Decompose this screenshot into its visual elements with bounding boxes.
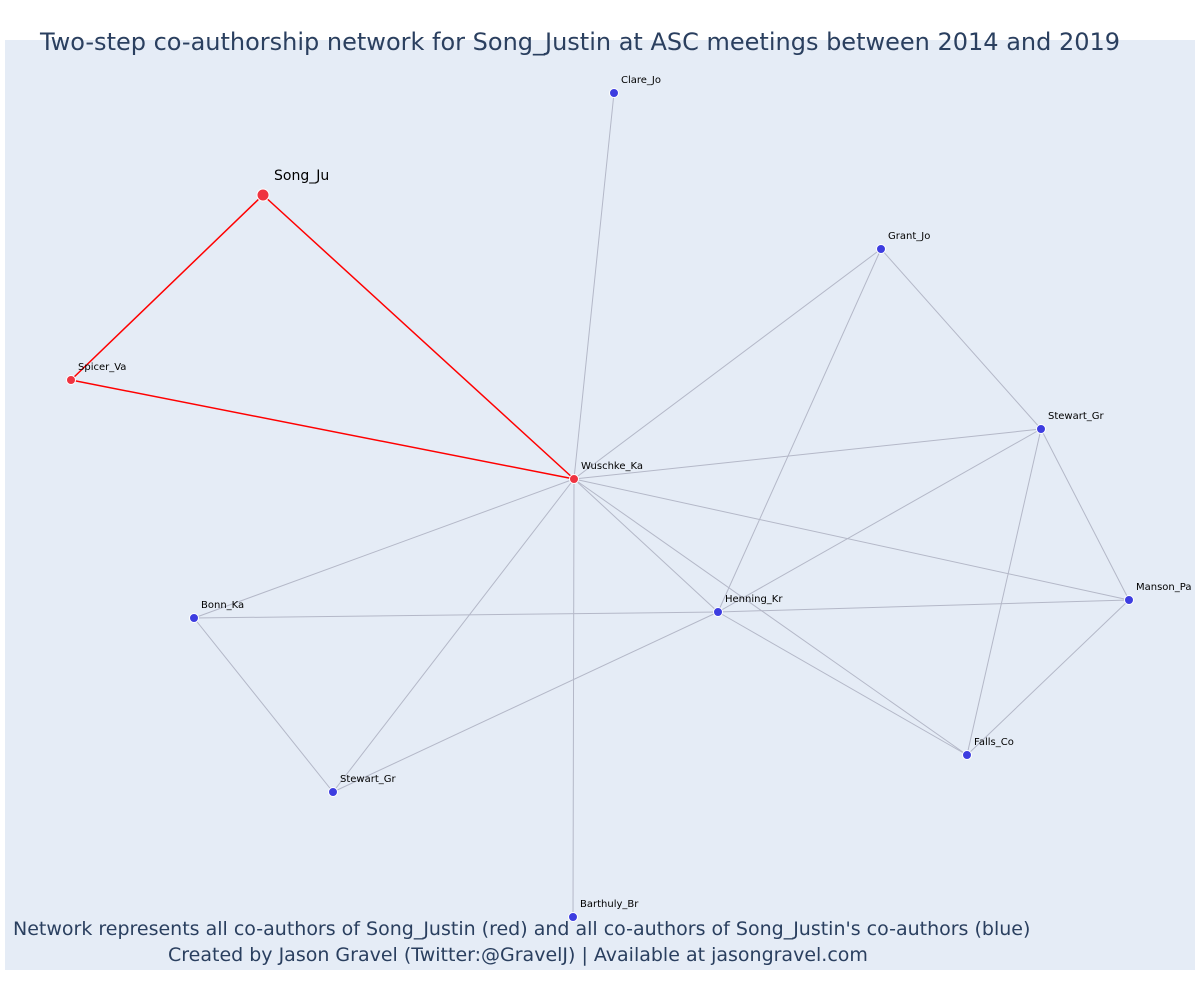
node-label-henning: Henning_Kr — [725, 594, 783, 605]
edge-wuschke-stewart2 — [332, 478, 575, 793]
node-label-wuschke: Wuschke_Ka — [581, 461, 643, 472]
edge-wuschke-manson — [573, 478, 1130, 601]
edge-bonn-stewart2 — [193, 617, 334, 793]
node-label-stewart2: Stewart_Gr — [340, 774, 397, 785]
edge-manson-falls — [966, 599, 1130, 756]
edge-stewart1-henning — [717, 428, 1042, 613]
labels-layer: Song_Ju Spicer_Va Wuschke_Ka Clare_Jo Grant_… — [78, 75, 1191, 910]
node-stewart2[interactable] — [328, 787, 338, 797]
footer-credits: Created by Jason Gravel (Twitter:@Gravel… — [168, 944, 868, 966]
node-label-spicer: Spicer_Va — [78, 362, 126, 373]
edge-wuschke-stewart1 — [573, 428, 1042, 480]
node-label-barthuly: Barthuly_Br — [580, 899, 639, 910]
node-wuschke[interactable] — [569, 474, 579, 484]
node-label-song: Song_Ju — [274, 168, 329, 184]
node-grant[interactable] — [876, 244, 886, 254]
node-label-manson: Manson_Pa — [1136, 582, 1191, 593]
edge-spicer-wuschke — [70, 379, 575, 480]
edges-layer — [70, 92, 1130, 918]
node-clare[interactable] — [609, 88, 619, 98]
nodes-layer — [66, 88, 1134, 922]
node-label-clare: Clare_Jo — [621, 75, 661, 86]
edge-henning-bonn — [193, 611, 719, 619]
node-falls[interactable] — [962, 750, 972, 760]
node-label-stewart1: Stewart_Gr — [1048, 411, 1105, 422]
edge-song-wuschke — [262, 194, 575, 480]
edge-grant-stewart1 — [880, 248, 1042, 430]
node-stewart1[interactable] — [1036, 424, 1046, 434]
edge-wuschke-bonn — [193, 478, 575, 619]
node-label-bonn: Bonn_Ka — [201, 600, 244, 611]
node-henning[interactable] — [713, 607, 723, 617]
edge-stewart1-manson — [1040, 428, 1130, 601]
edge-henning-falls — [717, 611, 968, 756]
node-label-grant: Grant_Jo — [888, 231, 930, 242]
edge-manson-henning — [717, 599, 1130, 613]
node-barthuly[interactable] — [568, 912, 578, 922]
edge-wuschke-falls — [573, 478, 968, 756]
footer-description: Network represents all co-authors of Son… — [13, 918, 1031, 940]
edge-wuschke-barthuly — [572, 478, 575, 918]
edge-wuschke-henning — [573, 478, 719, 613]
edge-song-spicer — [70, 194, 264, 381]
node-bonn[interactable] — [189, 613, 199, 623]
node-spicer[interactable] — [66, 375, 76, 385]
chart-title: Two-step co-authorship network for Song_… — [39, 28, 1121, 56]
edge-wuschke-clare — [573, 92, 615, 480]
edge-stewart1-falls — [966, 428, 1042, 756]
node-manson[interactable] — [1124, 595, 1134, 605]
edge-henning-stewart2 — [332, 611, 719, 793]
plot-area — [5, 40, 1195, 970]
node-song[interactable] — [256, 188, 270, 202]
edge-wuschke-grant — [573, 248, 882, 480]
edge-grant-henning — [717, 248, 882, 613]
node-label-falls: Falls_Co — [974, 737, 1014, 748]
